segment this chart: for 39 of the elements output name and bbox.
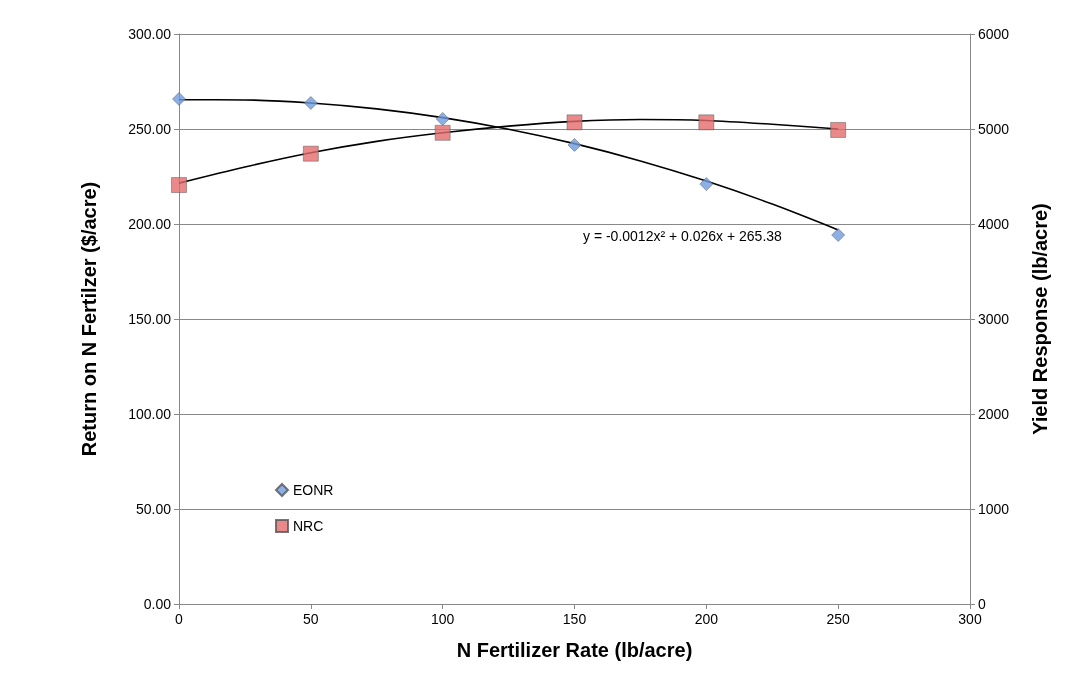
y2-tick-label: 0 (978, 596, 986, 612)
x-tick-label: 50 (303, 611, 319, 627)
point (172, 92, 186, 106)
y2-tick-label: 5000 (978, 121, 1010, 137)
y-axis-title: Return on N Fertilzer ($/acre) (78, 181, 100, 457)
y-tick-label: 250.00 (128, 121, 172, 137)
y2-tick-label: 1000 (978, 501, 1010, 517)
x-axis-title: N Fertilizer Rate (lb/acre) (456, 639, 693, 661)
point (566, 114, 583, 131)
x-tick-label: 150 (562, 611, 587, 627)
point (171, 177, 187, 193)
y2-tick-label: 6000 (978, 26, 1010, 42)
y-tick-label: 0.00 (143, 596, 172, 612)
y-tick-label: 300.00 (128, 26, 172, 42)
x-tick-label: 300 (958, 611, 982, 627)
y2-tick-label: 2000 (978, 406, 1010, 422)
point (434, 125, 451, 141)
y2-tick-label: 3000 (978, 311, 1010, 327)
point (830, 122, 846, 138)
annotation: y = -0.0012x² + 0.026x + 265.38 (583, 228, 783, 244)
point (567, 138, 582, 152)
point (698, 114, 715, 131)
point (699, 177, 714, 191)
point (303, 145, 319, 162)
y2-tick-label: 4000 (978, 216, 1010, 232)
point (304, 96, 318, 110)
x-tick-label: 0 (175, 611, 184, 627)
point (831, 228, 845, 242)
x-tick-label: 200 (694, 611, 719, 627)
x-tick-label: 250 (826, 611, 851, 627)
y-tick-label: 200.00 (128, 216, 172, 232)
y-tick-label: 100.00 (128, 406, 172, 422)
legend-label: EONR (293, 482, 334, 498)
y2-axis-title: Yield Response (lb/acre) (1029, 203, 1051, 435)
point (435, 112, 450, 126)
y-tick-label: 150.00 (128, 311, 172, 327)
legend-label: NRC (293, 518, 324, 534)
x-tick-label: 100 (430, 611, 455, 627)
y-tick-label: 50.00 (135, 501, 172, 517)
